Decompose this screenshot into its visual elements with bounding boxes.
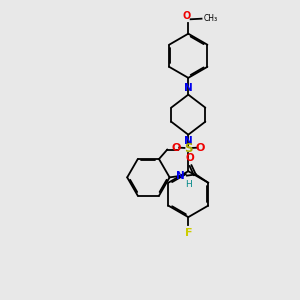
Text: N: N <box>184 136 193 146</box>
Text: O: O <box>186 153 195 163</box>
Text: F: F <box>185 228 193 238</box>
Text: O: O <box>183 11 191 21</box>
Text: N: N <box>176 171 185 181</box>
Text: H: H <box>185 180 192 189</box>
Text: S: S <box>184 142 193 155</box>
Text: N: N <box>184 83 193 93</box>
Text: O: O <box>196 142 205 153</box>
Text: O: O <box>171 142 181 153</box>
Text: CH₃: CH₃ <box>204 14 218 23</box>
